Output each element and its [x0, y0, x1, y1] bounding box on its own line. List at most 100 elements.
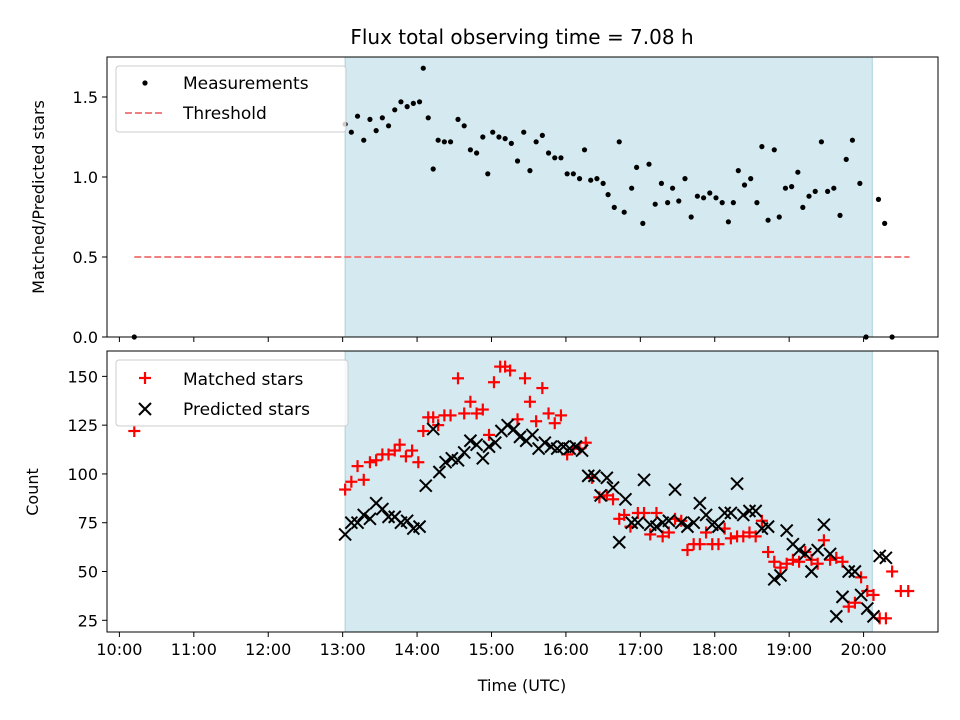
- measurement-point: [594, 176, 600, 182]
- matched-star-point: [345, 475, 358, 488]
- predicted-star-point: [736, 508, 750, 522]
- measurement-point: [789, 184, 795, 190]
- matched-star-point: [339, 483, 352, 496]
- measurement-point: [514, 158, 521, 164]
- predicted-star-point: [773, 568, 788, 583]
- measurement-point: [467, 147, 474, 153]
- measurement-point: [564, 171, 570, 177]
- measurement-point: [435, 137, 441, 143]
- measurement-point: [676, 198, 682, 204]
- measurement-point: [447, 139, 454, 145]
- matched-star-point: [774, 561, 787, 574]
- x-tick-label: 16:00: [543, 640, 589, 659]
- predicted-star-point: [426, 422, 440, 436]
- measurement-point: [392, 107, 398, 113]
- measurement-point: [474, 150, 480, 156]
- x-axis-label: Time (UTC): [477, 676, 566, 695]
- bottom-legend-box: [115, 359, 349, 427]
- predicted-star-point: [761, 519, 775, 534]
- legend-predicted-label: Predicted stars: [183, 400, 310, 420]
- measurement-point: [611, 204, 617, 210]
- predicted-star-point: [829, 609, 844, 624]
- measurement-point: [361, 137, 367, 143]
- matched-star-point: [793, 555, 806, 568]
- predicted-star-point: [357, 508, 371, 522]
- predicted-star-point: [575, 443, 589, 458]
- matched-star-point: [867, 588, 880, 601]
- predicted-star-point: [748, 504, 763, 518]
- predicted-star-point: [699, 508, 713, 522]
- matched-star-point: [644, 528, 657, 541]
- top-axes: 0.0 0.5 1.0 1.5: [73, 88, 865, 347]
- matched-star-point: [399, 450, 412, 463]
- predicted-star-point: [581, 469, 595, 483]
- predicted-star-point: [854, 588, 868, 602]
- predicted-star-point: [817, 517, 831, 532]
- predicted-star-point: [668, 482, 682, 497]
- x-tick-label: 20:00: [841, 640, 887, 659]
- predicted-star-point: [618, 492, 633, 507]
- legend-matched-marker: [139, 372, 151, 384]
- predicted-star-point: [488, 436, 502, 450]
- measurement-point: [806, 193, 812, 199]
- measurement-point: [490, 129, 496, 135]
- predicted-star-point: [631, 516, 645, 530]
- top-legend-box: [115, 65, 347, 133]
- measurement-point: [480, 134, 486, 140]
- measurement-point: [652, 201, 658, 207]
- measurement-point: [533, 139, 539, 145]
- measurement-point: [576, 176, 583, 182]
- matched-star-point: [393, 438, 406, 451]
- x-tick-label: 13:00: [320, 640, 366, 659]
- matched-star-point: [607, 493, 620, 506]
- predicted-star-point: [724, 506, 738, 520]
- predicted-star-point: [593, 488, 608, 503]
- measurement-point: [410, 100, 416, 106]
- matched-star-point: [768, 555, 781, 568]
- matched-star-point: [382, 448, 395, 461]
- matched-star-point: [542, 407, 555, 420]
- matched-star-point: [743, 526, 756, 539]
- predicted-star-point: [810, 543, 825, 557]
- matched-star-point: [357, 473, 370, 486]
- predicted-star-point: [569, 439, 583, 454]
- matched-star-point: [548, 417, 561, 430]
- matched-star-point: [675, 514, 688, 527]
- predicted-star-point: [482, 439, 496, 454]
- bottom-y-tick-label: 50: [78, 563, 98, 582]
- matched-star-point: [600, 489, 613, 502]
- matched-star-point: [406, 444, 419, 457]
- measurement-point: [725, 219, 731, 225]
- measurement-point: [882, 220, 888, 226]
- measurement-point: [719, 200, 725, 206]
- matched-star-point: [536, 382, 549, 395]
- bottom-plot-area: [128, 360, 915, 625]
- measurement-point: [640, 220, 646, 226]
- predicted-star-point: [500, 418, 515, 432]
- predicted-star-point: [587, 469, 602, 483]
- measurement-point: [776, 214, 782, 220]
- matched-star-point: [351, 460, 364, 473]
- predicted-star-point: [451, 453, 465, 467]
- predicted-star-point: [438, 455, 453, 469]
- matched-star-point: [879, 612, 892, 625]
- measurement-point: [425, 115, 431, 121]
- matched-star-point: [902, 585, 915, 598]
- matched-star-point: [693, 538, 706, 551]
- predicted-star-point: [848, 564, 862, 579]
- measurement-point: [508, 140, 514, 146]
- predicted-star-point: [637, 473, 651, 487]
- matched-star-point: [504, 364, 517, 377]
- measurement-point: [735, 168, 741, 174]
- bottom-y-axis-label: Count: [23, 468, 42, 516]
- predicted-star-point: [649, 519, 664, 534]
- measurement-point: [759, 144, 765, 150]
- x-tick-label: 17:00: [617, 640, 663, 659]
- x-tick-label: 11:00: [171, 640, 217, 659]
- x-tick-label: 18:00: [692, 640, 738, 659]
- measurement-point: [707, 190, 713, 196]
- predicted-star-point: [804, 564, 819, 579]
- predicted-star-point: [779, 523, 794, 538]
- measurement-point: [420, 65, 426, 71]
